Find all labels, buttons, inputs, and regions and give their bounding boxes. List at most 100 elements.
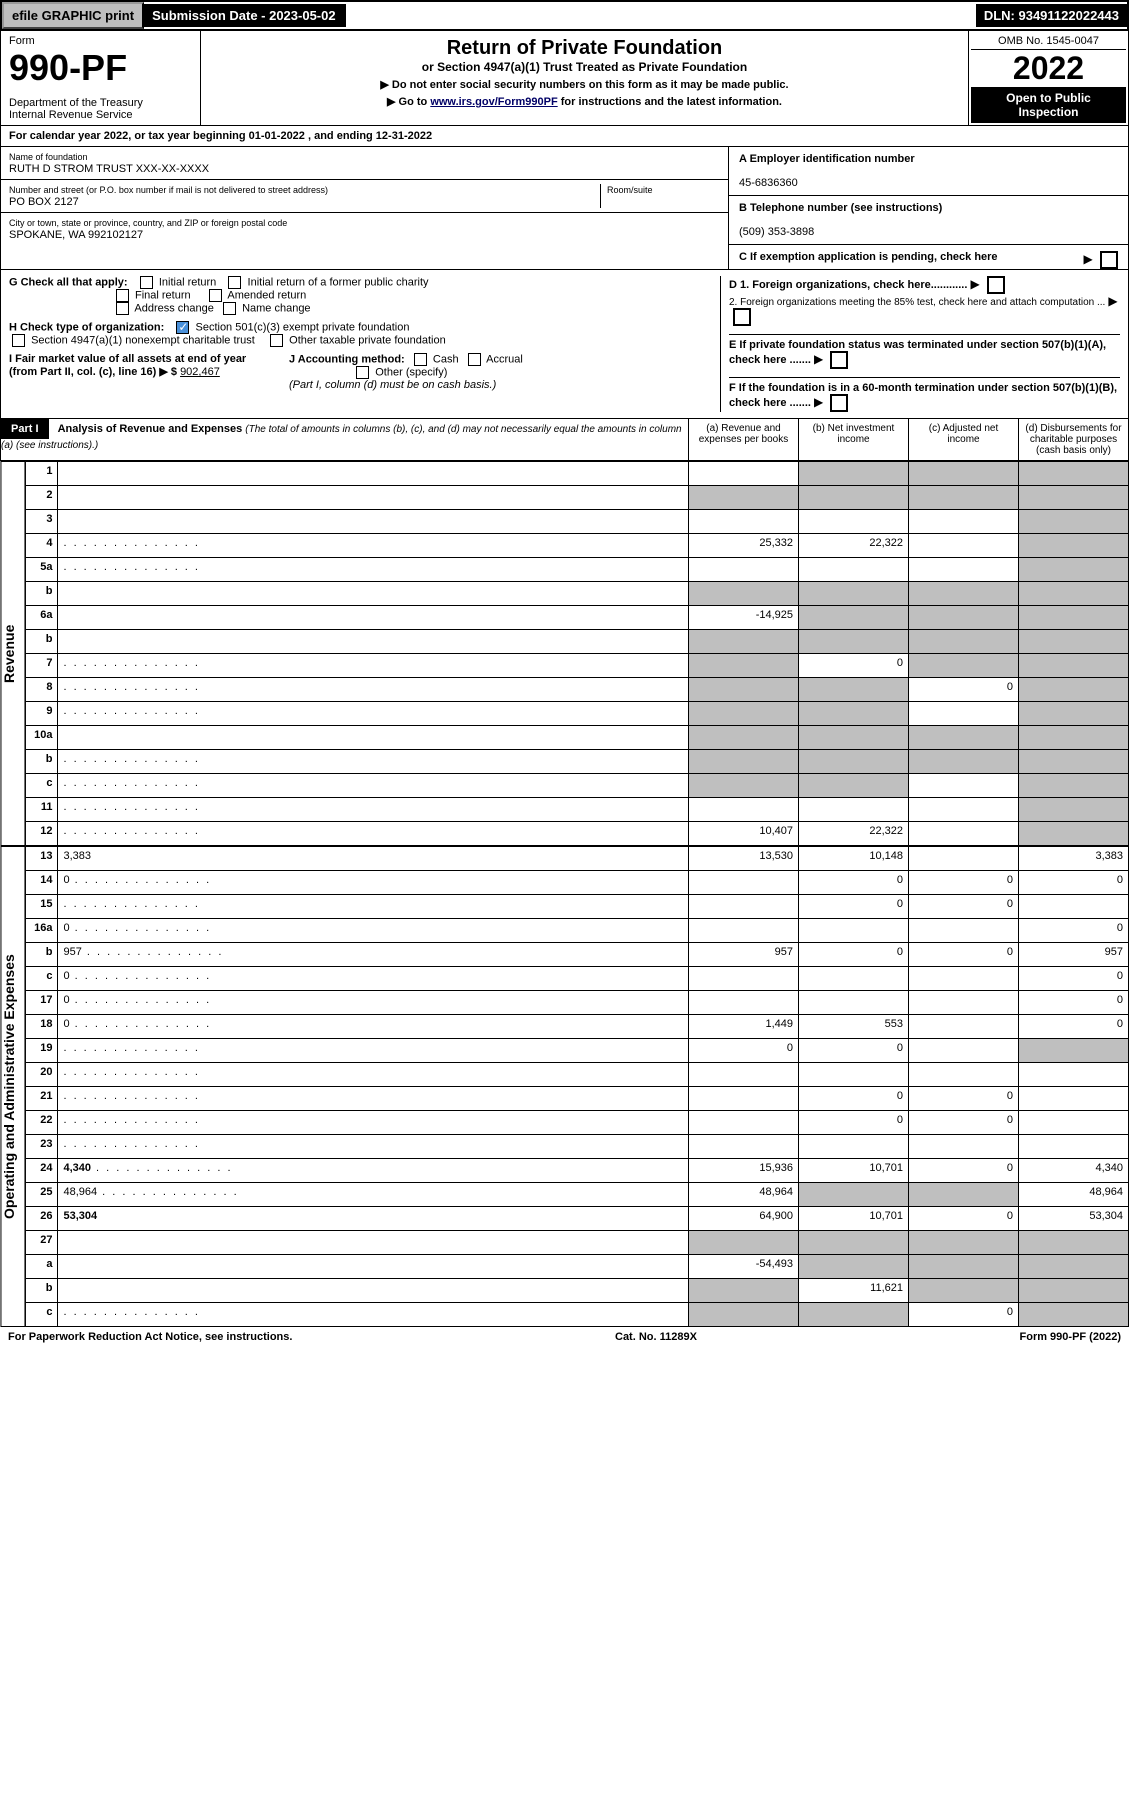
name-change-checkbox[interactable] (223, 302, 236, 315)
name-label: Name of foundation (9, 152, 88, 162)
revenue-table: 123425,33222,3225ab6a-14,925b7080910abc1… (25, 461, 1129, 846)
table-row: 244,34015,93610,70104,340 (26, 1159, 1129, 1183)
amount-cell-c (909, 774, 1019, 798)
other-taxable-checkbox[interactable] (270, 334, 283, 347)
initial-former-checkbox[interactable] (228, 276, 241, 289)
table-row: 2 (26, 486, 1129, 510)
cash-checkbox[interactable] (414, 353, 427, 366)
row-number: 3 (26, 510, 58, 534)
form990pf-link[interactable]: www.irs.gov/Form990PF (430, 96, 557, 108)
row-description (58, 774, 689, 798)
table-row: 20 (26, 1063, 1129, 1087)
amount-cell-a (689, 702, 799, 726)
table-row: 1210,40722,322 (26, 822, 1129, 846)
amount-cell-b (799, 1255, 909, 1279)
amount-cell-b (799, 606, 909, 630)
open-public-badge: Open to Public Inspection (971, 87, 1126, 123)
address-change-checkbox[interactable] (116, 302, 129, 315)
amount-cell-b (799, 1135, 909, 1159)
ein-label: A Employer identification number (739, 153, 915, 165)
amount-cell-d (1019, 630, 1129, 654)
row-number: 4 (26, 534, 58, 558)
4947-checkbox[interactable] (12, 334, 25, 347)
row-description (58, 462, 689, 486)
other-method-label: Other (specify) (375, 366, 447, 378)
amount-cell-b (799, 1063, 909, 1087)
amount-cell-d: 48,964 (1019, 1183, 1129, 1207)
exemption-checkbox[interactable] (1100, 251, 1118, 269)
row-description (58, 558, 689, 582)
amount-cell-d (1019, 895, 1129, 919)
f-checkbox[interactable] (830, 394, 848, 412)
form-subtitle: or Section 4947(a)(1) Trust Treated as P… (221, 60, 948, 74)
amount-cell-c (909, 558, 1019, 582)
row-description (58, 798, 689, 822)
amount-cell-b: 0 (799, 895, 909, 919)
amount-cell-c (909, 510, 1019, 534)
instruction-2: ▶ Go to www.irs.gov/Form990PF for instru… (221, 95, 948, 108)
amount-cell-d (1019, 510, 1129, 534)
amount-cell-b: 10,701 (799, 1207, 909, 1231)
row-number: 5a (26, 558, 58, 582)
amount-cell-d (1019, 534, 1129, 558)
amount-cell-d (1019, 726, 1129, 750)
row-number: 16a (26, 919, 58, 943)
amount-cell-b (799, 510, 909, 534)
row-number: 23 (26, 1135, 58, 1159)
e-checkbox[interactable] (830, 351, 848, 369)
amount-cell-b (799, 967, 909, 991)
omb-number: OMB No. 1545-0047 (971, 33, 1126, 50)
col-a-header: (a) Revenue and expenses per books (688, 419, 798, 460)
other-method-checkbox[interactable] (356, 366, 369, 379)
table-row: c (26, 774, 1129, 798)
amount-cell-b (799, 558, 909, 582)
final-return-checkbox[interactable] (116, 289, 129, 302)
amount-cell-d (1019, 582, 1129, 606)
row-description (58, 702, 689, 726)
name-change-label: Name change (242, 302, 311, 314)
amended-checkbox[interactable] (209, 289, 222, 302)
table-row: 11 (26, 798, 1129, 822)
row-number: b (26, 943, 58, 967)
amount-cell-a: 0 (689, 1039, 799, 1063)
row-number: 7 (26, 654, 58, 678)
row-description (58, 534, 689, 558)
f-label: F If the foundation is in a 60-month ter… (729, 382, 1117, 409)
amount-cell-d (1019, 1111, 1129, 1135)
amount-cell-b (799, 750, 909, 774)
checkbox-section: G Check all that apply: Initial return I… (0, 270, 1129, 419)
amount-cell-a: -14,925 (689, 606, 799, 630)
accrual-checkbox[interactable] (468, 353, 481, 366)
amount-cell-d: 3,383 (1019, 847, 1129, 871)
amount-cell-b: 11,621 (799, 1279, 909, 1303)
501c3-checkbox[interactable] (176, 321, 189, 334)
footer-left: For Paperwork Reduction Act Notice, see … (8, 1331, 292, 1343)
row-description: 0 (58, 1015, 689, 1039)
amount-cell-c (909, 919, 1019, 943)
row-description: 53,304 (58, 1207, 689, 1231)
table-row: 425,33222,322 (26, 534, 1129, 558)
table-row: 10a (26, 726, 1129, 750)
d1-checkbox[interactable] (987, 276, 1005, 294)
amount-cell-d (1019, 558, 1129, 582)
amount-cell-a (689, 558, 799, 582)
amount-cell-b (799, 1231, 909, 1255)
row-description (58, 1303, 689, 1327)
amount-cell-d (1019, 1087, 1129, 1111)
amount-cell-a (689, 1303, 799, 1327)
d2-checkbox[interactable] (733, 308, 751, 326)
initial-return-checkbox[interactable] (140, 276, 153, 289)
amount-cell-b (799, 630, 909, 654)
room-label: Room/suite (607, 185, 653, 195)
d1-label: D 1. Foreign organizations, check here..… (729, 279, 967, 291)
amount-cell-c: 0 (909, 871, 1019, 895)
city-label: City or town, state or province, country… (9, 218, 287, 228)
amount-cell-d: 53,304 (1019, 1207, 1129, 1231)
efile-print-button[interactable]: efile GRAPHIC print (2, 2, 144, 29)
amount-cell-a (689, 919, 799, 943)
j-label: J Accounting method: (289, 353, 405, 365)
part1-header-row: Part I Analysis of Revenue and Expenses … (0, 419, 1129, 461)
amount-cell-d (1019, 678, 1129, 702)
amount-cell-b: 0 (799, 654, 909, 678)
row-description (58, 582, 689, 606)
